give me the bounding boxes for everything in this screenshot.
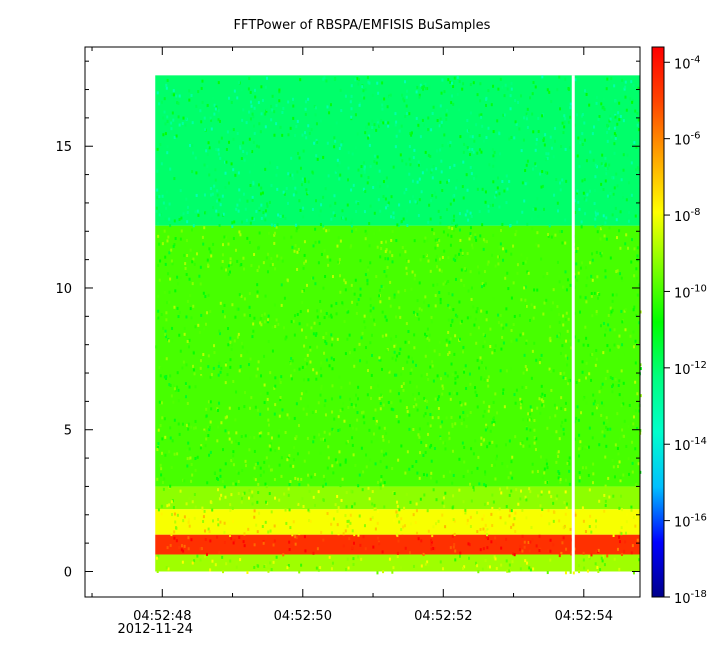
colorbar-tick-label: 10-18 (674, 589, 707, 607)
spectrogram-texture (155, 75, 642, 575)
colorbar-tick-label: 10-14 (674, 436, 707, 454)
spectrogram-band (155, 75, 640, 226)
chart-title: FFTPower of RBSPA/EMFISIS BuSamples (234, 18, 491, 33)
colorbar-tick-label: 10-12 (674, 360, 707, 378)
y-tick-label: 10 (55, 282, 72, 297)
spectrogram-band (155, 534, 640, 555)
y-tick-label: 5 (64, 424, 72, 439)
y-axis: 0 5 10 15 (55, 60, 640, 580)
x-tick-label: 04:52:50 (274, 609, 332, 624)
plot-frame (84, 46, 641, 598)
x-tick-label: 04:52:52 (414, 609, 472, 624)
spectrogram-band (155, 509, 640, 535)
colorbar-tick-label: 10-4 (674, 54, 701, 72)
data-gap (571, 75, 575, 572)
y-tick-label: 0 (64, 565, 72, 580)
colorbar: 10-4 10-6 10-8 10-10 10-12 10-14 10-16 10-18 (651, 46, 707, 607)
y-tick-label: 15 (55, 140, 72, 155)
colorbar-tick-label: 10-10 (674, 283, 707, 301)
colorbar-tick-label: 10-6 (674, 131, 701, 149)
colorbar-gradient (651, 46, 665, 598)
x-tick-label: 04:52:54 (555, 609, 613, 624)
colorbar-tick-label: 10-16 (674, 513, 707, 531)
colorbar-tick-label: 10-8 (674, 207, 701, 225)
plot-area (84, 46, 642, 598)
x-tick-label: 04:52:48 (133, 609, 191, 624)
x-tick-date-label: 2012-11-24 (117, 622, 193, 637)
